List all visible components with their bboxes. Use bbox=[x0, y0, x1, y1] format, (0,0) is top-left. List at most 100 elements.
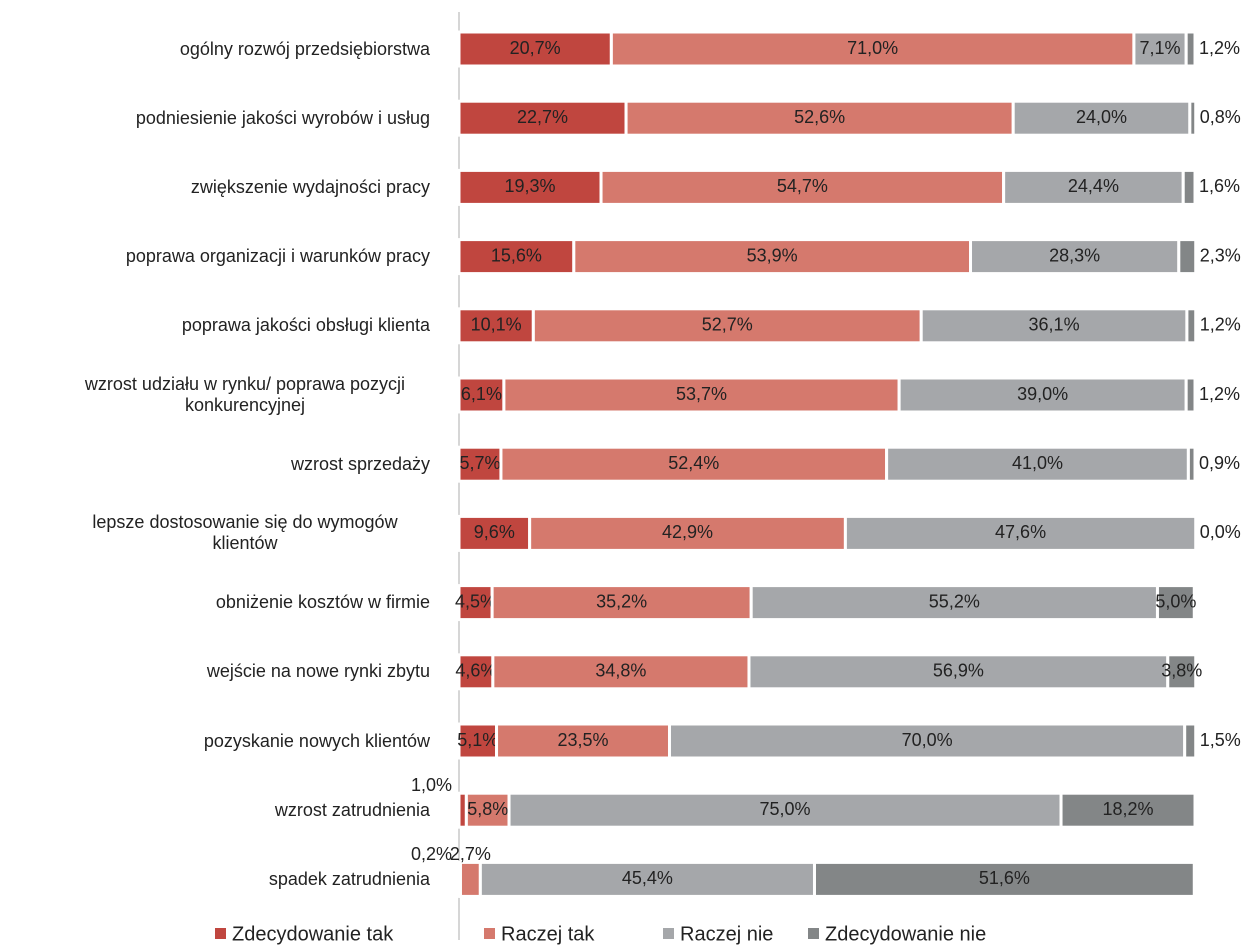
value-label: 1,2% bbox=[1199, 38, 1240, 58]
category-label-box: wzrost udziału w rynku/ poprawa pozycji … bbox=[60, 365, 430, 425]
value-label: 34,8% bbox=[595, 661, 646, 681]
bar-segment bbox=[897, 376, 1188, 414]
category-label: poprawa organizacji i warunków pracy bbox=[125, 246, 430, 267]
bar-segment bbox=[457, 238, 576, 276]
value-label: 4,6% bbox=[455, 661, 496, 681]
bar-segment bbox=[843, 514, 1198, 552]
bar-segment bbox=[1185, 307, 1198, 345]
bar-segment bbox=[457, 99, 628, 137]
value-label: 71,0% bbox=[847, 38, 898, 58]
legend-label: Raczej nie bbox=[680, 923, 773, 945]
value-label: 10,1% bbox=[471, 315, 522, 335]
value-label: 1,2% bbox=[1200, 315, 1241, 335]
value-label: 23,5% bbox=[557, 730, 608, 750]
bar-segment bbox=[1155, 584, 1196, 622]
value-label: 15,6% bbox=[491, 245, 542, 265]
value-label: 70,0% bbox=[902, 730, 953, 750]
category-label: zwiększenie wydajności pracy bbox=[190, 176, 430, 197]
value-label: 53,7% bbox=[676, 384, 727, 404]
value-label: 5,8% bbox=[467, 799, 508, 819]
legend-label: Zdecydowanie nie bbox=[825, 923, 986, 945]
value-label: 56,9% bbox=[933, 661, 984, 681]
value-label: 4,5% bbox=[455, 591, 496, 611]
bar-segment bbox=[458, 860, 482, 898]
category-label: wzrost zatrudnienia bbox=[274, 799, 430, 820]
bar-segment bbox=[1002, 168, 1185, 206]
category-label: ogólny rozwój przedsiębiorstwa bbox=[179, 38, 430, 59]
bar-segment bbox=[1184, 376, 1197, 414]
bar-segment bbox=[457, 722, 499, 760]
value-label: 7,1% bbox=[1140, 38, 1181, 58]
value-label: 18,2% bbox=[1103, 799, 1154, 819]
value-label: 24,4% bbox=[1068, 176, 1119, 196]
legend-swatch bbox=[215, 928, 226, 939]
value-label: 54,7% bbox=[777, 176, 828, 196]
value-label: 36,1% bbox=[1029, 315, 1080, 335]
bar-segment bbox=[1059, 791, 1197, 829]
category-label: pozyskanie nowych klientów bbox=[203, 730, 430, 751]
category-label: wzrost sprzedaży bbox=[290, 453, 430, 474]
legend-swatch bbox=[663, 928, 674, 939]
value-label: 5,1% bbox=[457, 730, 498, 750]
bar-segment bbox=[1183, 722, 1198, 760]
value-label: 52,6% bbox=[794, 107, 845, 127]
category-label-box: wejście na nowe rynki zbytu bbox=[207, 642, 430, 702]
bar-segment bbox=[747, 653, 1170, 691]
bar-segment bbox=[1188, 99, 1198, 137]
value-label: 0,2% bbox=[411, 844, 452, 864]
bar-segment bbox=[667, 722, 1187, 760]
value-label: 42,9% bbox=[662, 522, 713, 542]
value-label: 5,7% bbox=[459, 453, 500, 473]
bar-segment bbox=[969, 238, 1181, 276]
value-label: 20,7% bbox=[510, 38, 561, 58]
bar-segment bbox=[528, 514, 847, 552]
legend-label: Raczej tak bbox=[501, 923, 595, 945]
category-label-box: wzrost zatrudnienia bbox=[275, 780, 430, 840]
value-label: 22,7% bbox=[517, 107, 568, 127]
bar-segment bbox=[457, 168, 603, 206]
category-label-box: pozyskanie nowych klientów bbox=[204, 711, 430, 771]
value-label: 24,0% bbox=[1076, 107, 1127, 127]
value-label: 5,0% bbox=[1155, 591, 1196, 611]
category-label-box: poprawa organizacji i warunków pracy bbox=[126, 227, 430, 287]
bar-segment bbox=[1166, 653, 1198, 691]
value-label: 9,6% bbox=[474, 522, 515, 542]
category-label: wejście na nowe rynki zbytu bbox=[206, 661, 430, 682]
bar-segment bbox=[457, 514, 532, 552]
category-label: podniesienie jakości wyrobów i usług bbox=[135, 107, 430, 128]
category-label: lepsze dostosowanie się do wymogów klien… bbox=[92, 512, 398, 554]
bar-segment bbox=[464, 791, 511, 829]
bar-segment bbox=[1181, 168, 1197, 206]
bar-segment bbox=[1177, 238, 1198, 276]
value-label: 39,0% bbox=[1017, 384, 1068, 404]
bar-segment bbox=[499, 445, 889, 483]
bar-segment bbox=[457, 584, 494, 622]
value-label: 1,0% bbox=[411, 775, 452, 795]
bar-segment bbox=[457, 307, 535, 345]
value-label: 19,3% bbox=[505, 176, 556, 196]
legend-swatch bbox=[808, 928, 819, 939]
category-label-box: lepsze dostosowanie się do wymogów klien… bbox=[60, 503, 430, 563]
category-label: spadek zatrudnienia bbox=[268, 868, 430, 889]
category-label: obniżenie kosztów w firmie bbox=[215, 592, 430, 613]
value-label: 2,3% bbox=[1200, 245, 1241, 265]
value-label: 6,1% bbox=[461, 384, 502, 404]
value-label: 35,2% bbox=[596, 591, 647, 611]
value-label: 55,2% bbox=[929, 591, 980, 611]
bar-segment bbox=[490, 584, 753, 622]
value-label: 41,0% bbox=[1012, 453, 1063, 473]
bar-segment bbox=[507, 791, 1063, 829]
category-label-box: poprawa jakości obsługi klienta bbox=[182, 296, 430, 356]
legend-swatch bbox=[484, 928, 495, 939]
value-label: 3,8% bbox=[1161, 661, 1202, 681]
bar-segment bbox=[624, 99, 1015, 137]
value-label: 45,4% bbox=[622, 868, 673, 888]
bar-segment bbox=[531, 307, 923, 345]
value-label: 1,6% bbox=[1199, 176, 1240, 196]
bar-segment bbox=[609, 30, 1136, 68]
bar-segment bbox=[749, 584, 1159, 622]
bar-segment bbox=[1184, 30, 1197, 68]
value-label: 51,6% bbox=[979, 868, 1030, 888]
